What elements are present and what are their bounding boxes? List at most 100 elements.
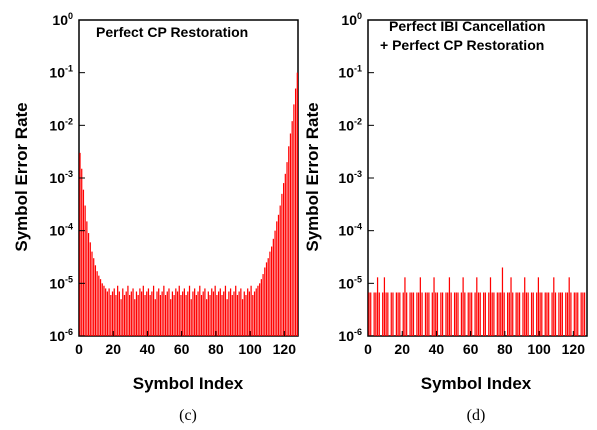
- bar-c-66: [192, 291, 194, 336]
- bar-c-94: [240, 288, 242, 336]
- bar-c-45: [156, 291, 158, 336]
- bar-d-1: [370, 292, 372, 336]
- bar-d-88: [518, 292, 521, 336]
- bar-d-26: [412, 292, 415, 336]
- bar-d-76: [498, 292, 500, 336]
- bar-d-9: [383, 277, 386, 336]
- bar-c-91: [235, 285, 237, 336]
- bar-c-30: [130, 291, 132, 336]
- bar-c-123: [289, 133, 292, 336]
- bar-d-35: [428, 292, 430, 336]
- bar-d-112: [560, 292, 562, 336]
- x-tick-label-d-3: 60: [463, 341, 479, 357]
- bar-c-85: [224, 285, 227, 336]
- bar-c-11: [98, 275, 100, 336]
- bar-c-2: [82, 189, 85, 336]
- y-tick-labels-d: 100 10-1 10-2 10-3 10-4 10-5 10-6: [338, 11, 374, 344]
- bar-c-44: [154, 299, 156, 336]
- bar-c-87: [228, 291, 230, 336]
- bar-c-4: [86, 221, 88, 336]
- bar-c-77: [211, 288, 213, 336]
- x-tick-label-c-0: 0: [75, 341, 83, 357]
- bar-d-16: [395, 292, 397, 336]
- x-tick-label-d-2: 40: [429, 341, 445, 357]
- bar-c-20: [113, 288, 115, 336]
- bar-c-52: [168, 288, 170, 336]
- x-tick-label-c-6: 120: [273, 341, 297, 357]
- bar-d-62: [474, 292, 476, 336]
- y-tick-label-d-6: 10-6: [338, 327, 362, 344]
- x-axis-label-c: Symbol Index: [133, 374, 244, 393]
- bar-c-36: [140, 291, 143, 336]
- bar-c-80: [216, 295, 218, 336]
- bar-c-67: [194, 288, 196, 336]
- bar-c-62: [185, 295, 187, 336]
- bar-c-105: [259, 283, 261, 336]
- bar-d-18: [399, 292, 401, 336]
- bar-d-122: [577, 292, 579, 336]
- bar-d-33: [424, 292, 427, 336]
- bar-d-95: [530, 292, 533, 336]
- bar-c-35: [139, 288, 141, 336]
- bar-c-104: [257, 285, 259, 336]
- bar-c-56: [175, 288, 177, 336]
- bar-d-40: [436, 292, 439, 336]
- bar-c-112: [271, 246, 273, 336]
- x-tick-labels-d: 0 20 40 60 80 100 120: [364, 331, 585, 357]
- bar-c-46: [158, 288, 160, 336]
- bar-c-38: [144, 295, 146, 336]
- bar-d-37: [431, 292, 433, 336]
- bar-c-37: [142, 285, 144, 336]
- bar-c-64: [188, 285, 191, 336]
- y-tick-label-c-3: 10-3: [49, 169, 73, 186]
- bar-d-72: [491, 292, 493, 336]
- bar-c-120: [284, 173, 286, 336]
- bars-c: [79, 72, 298, 337]
- bar-d-78: [501, 267, 504, 336]
- bar-d-92: [525, 292, 528, 336]
- bar-d-55: [462, 277, 464, 336]
- y-tick-label-c-2: 10-2: [49, 116, 73, 133]
- bar-c-54: [171, 291, 174, 336]
- bar-c-111: [269, 251, 271, 336]
- bar-d-28: [416, 292, 418, 336]
- bar-c-57: [176, 291, 179, 336]
- panel-caption-c: (c): [179, 407, 197, 424]
- bar-c-3: [84, 205, 86, 336]
- x-tick-label-d-4: 80: [497, 341, 513, 357]
- bar-c-29: [129, 295, 131, 336]
- bar-d-3: [373, 292, 375, 336]
- bar-c-107: [262, 274, 264, 336]
- bar-d-107: [551, 292, 553, 336]
- bar-d-24: [409, 292, 411, 336]
- bar-c-127: [296, 72, 298, 337]
- bar-c-88: [229, 288, 232, 336]
- bar-d-125: [582, 292, 584, 336]
- x-tick-label-d-1: 20: [394, 341, 410, 357]
- bar-d-71: [489, 277, 492, 336]
- bars-d: [368, 267, 586, 336]
- bar-c-117: [279, 205, 281, 336]
- bar-d-10: [385, 292, 387, 336]
- bar-c-33: [135, 291, 138, 336]
- bar-c-84: [223, 291, 225, 336]
- bar-d-6: [378, 292, 380, 336]
- bar-c-55: [173, 295, 175, 336]
- bar-c-13: [101, 283, 103, 336]
- bar-c-74: [206, 299, 208, 336]
- bar-d-0: [368, 292, 370, 336]
- y-tick-label-d-0: 100: [341, 11, 362, 28]
- panel-c: 100 10-1 10-2 10-3 10-4 10-5 10-6 0 20 40 60 80 100…: [12, 11, 299, 424]
- bar-c-31: [132, 288, 134, 336]
- bar-d-83: [510, 277, 512, 336]
- bar-c-24: [120, 299, 122, 336]
- bar-c-43: [152, 285, 155, 336]
- bar-d-77: [500, 292, 502, 336]
- bar-c-82: [219, 288, 221, 336]
- bar-c-68: [195, 295, 197, 336]
- bar-d-48: [450, 292, 452, 336]
- bar-d-108: [553, 277, 555, 336]
- bar-c-58: [178, 285, 180, 336]
- bar-c-9: [94, 265, 97, 336]
- bar-d-70: [488, 292, 490, 336]
